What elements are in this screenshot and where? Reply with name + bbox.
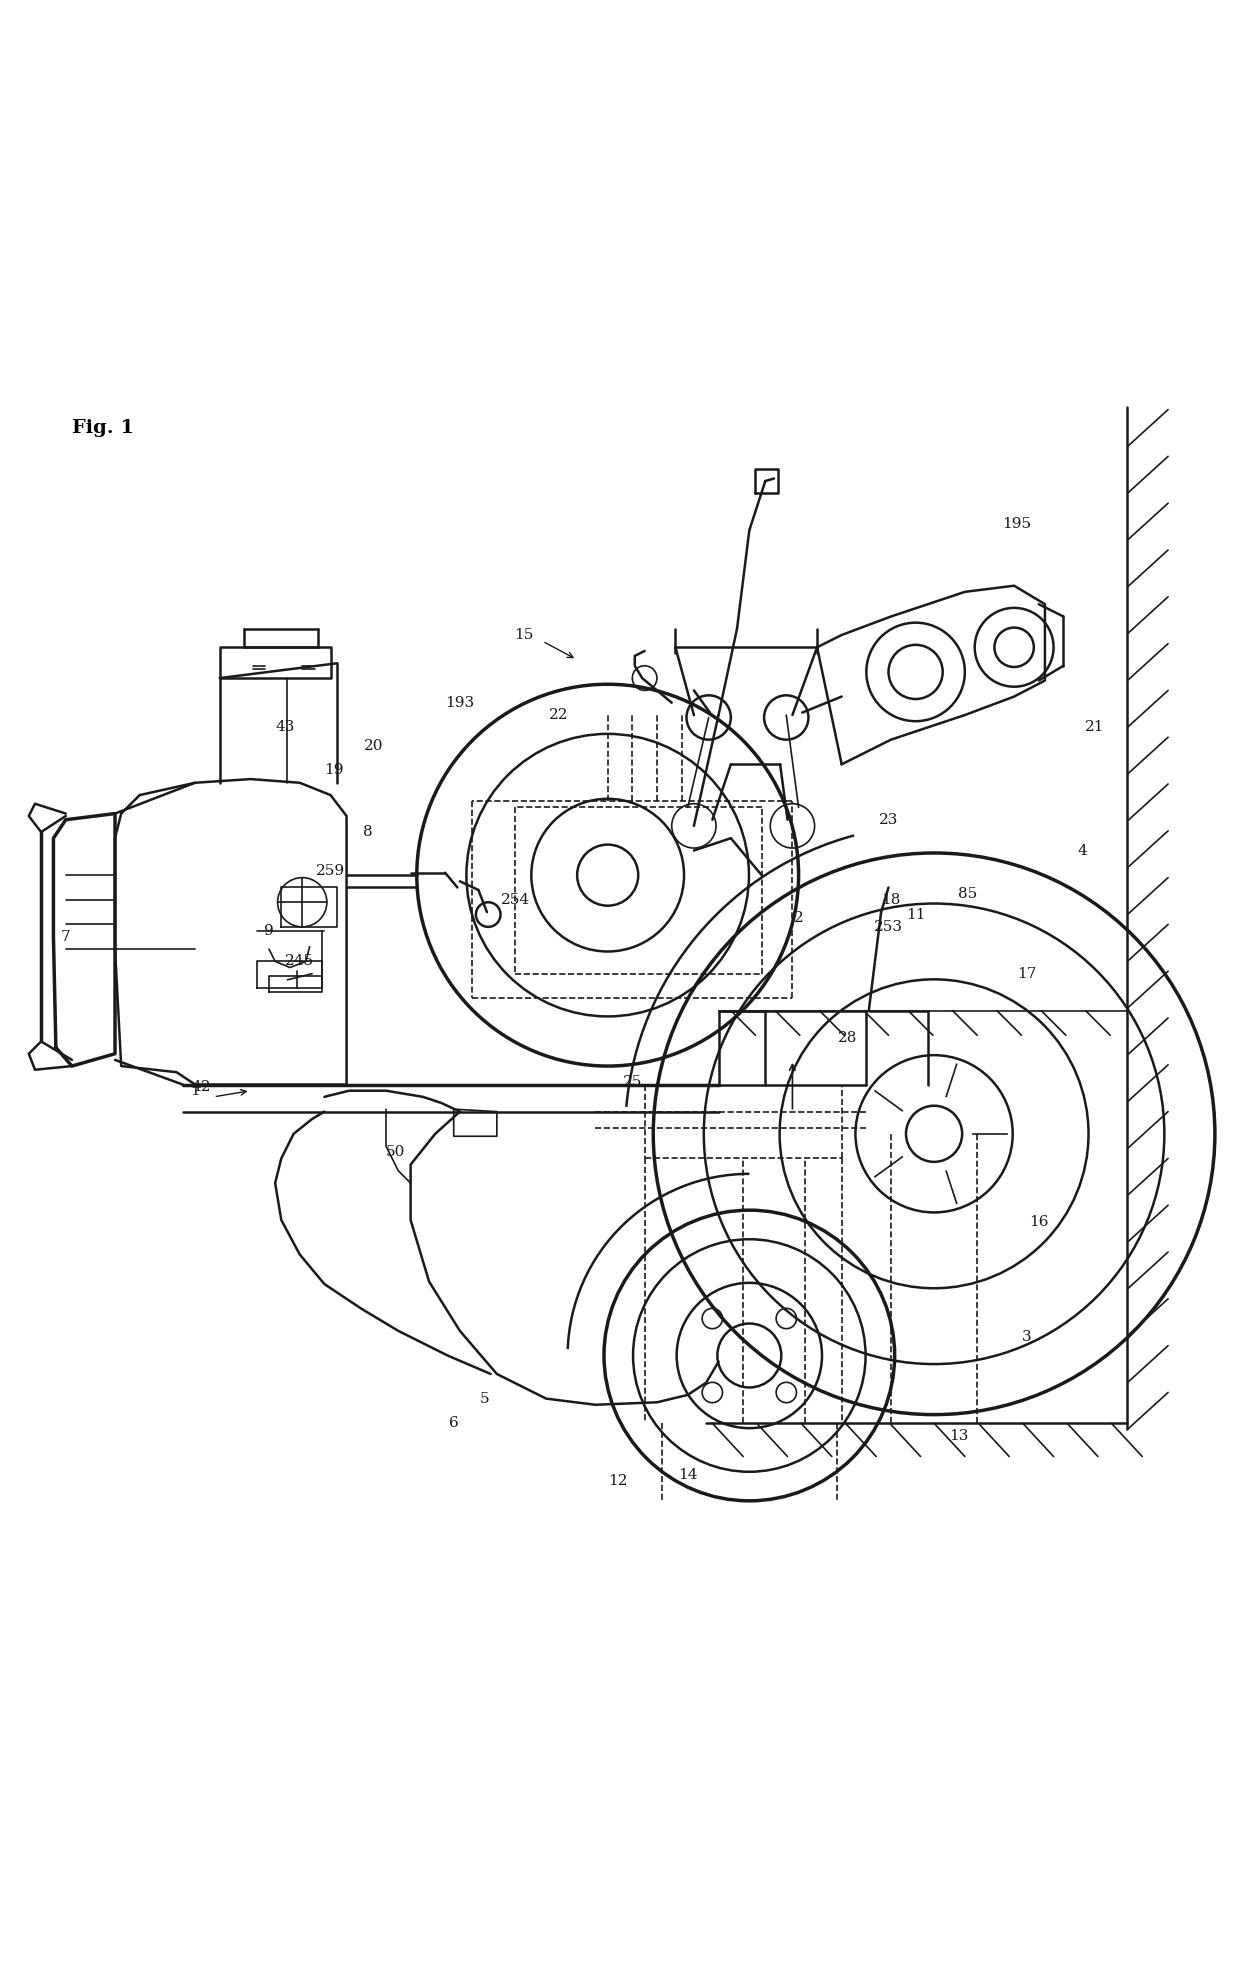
Text: 22: 22 <box>548 708 568 722</box>
Text: 2: 2 <box>794 911 804 925</box>
Text: 17: 17 <box>1017 966 1037 980</box>
Text: 28: 28 <box>838 1031 858 1045</box>
Text: 4: 4 <box>1078 844 1086 858</box>
Text: 3: 3 <box>1022 1329 1032 1345</box>
Text: 50: 50 <box>386 1146 405 1160</box>
Text: 245: 245 <box>285 954 314 968</box>
Text: 193: 193 <box>445 696 475 710</box>
Text: 1: 1 <box>190 1085 200 1098</box>
Text: 6: 6 <box>449 1416 459 1430</box>
Text: 7: 7 <box>61 929 71 945</box>
Text: 20: 20 <box>363 740 383 753</box>
Text: 14: 14 <box>678 1467 697 1483</box>
Text: 11: 11 <box>906 907 925 921</box>
Text: 21: 21 <box>1085 720 1104 734</box>
Text: 5: 5 <box>480 1392 490 1406</box>
Text: 19: 19 <box>325 763 343 777</box>
Text: 16: 16 <box>1029 1215 1049 1229</box>
Text: 18: 18 <box>882 893 900 907</box>
Text: 13: 13 <box>949 1428 968 1444</box>
Text: 23: 23 <box>879 812 898 826</box>
Text: 42: 42 <box>191 1081 211 1094</box>
Text: 195: 195 <box>1002 517 1032 530</box>
Text: 85: 85 <box>957 887 977 901</box>
Text: Fig. 1: Fig. 1 <box>72 420 134 438</box>
Text: 259: 259 <box>316 864 345 878</box>
Text: 12: 12 <box>608 1475 627 1489</box>
Text: 15: 15 <box>515 627 533 643</box>
Text: 253: 253 <box>874 919 903 935</box>
Text: 254: 254 <box>501 893 529 907</box>
Text: 8: 8 <box>362 824 372 838</box>
Text: 43: 43 <box>275 720 295 734</box>
Text: 25: 25 <box>622 1075 642 1089</box>
Text: 9: 9 <box>264 923 274 937</box>
